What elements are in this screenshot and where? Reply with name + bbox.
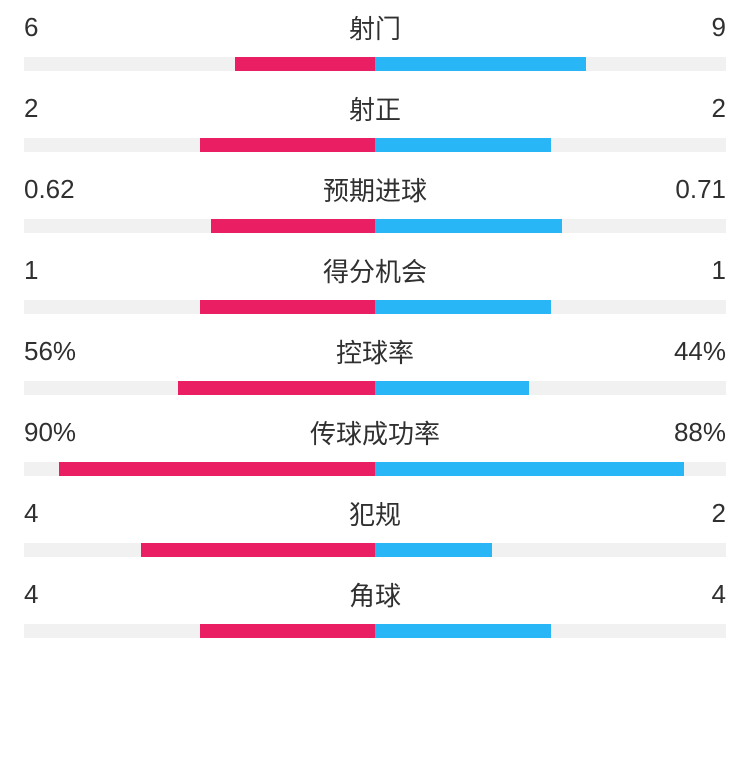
stat-label: 得分机会 (323, 252, 427, 289)
stat-bar-right-fill (375, 219, 562, 233)
stat-left-value: 4 (24, 579, 38, 610)
stat-label: 角球 (349, 576, 401, 613)
stat-bar-left-half (24, 300, 375, 314)
stat-bar-track (24, 219, 726, 233)
stat-right-value: 44% (674, 336, 726, 367)
stat-bar-track (24, 381, 726, 395)
stat-left-value: 4 (24, 498, 38, 529)
stat-bar-right-fill (375, 381, 529, 395)
stat-bar-left-fill (235, 57, 375, 71)
stat-left-value: 90% (24, 417, 76, 448)
stat-bar-left-fill (200, 624, 376, 638)
stat-bar-right-half (375, 138, 726, 152)
stat-right-value: 2 (712, 93, 726, 124)
stat-bar-left-fill (178, 381, 375, 395)
stat-label: 传球成功率 (310, 414, 440, 451)
stat-row: 0.62 预期进球 0.71 (24, 174, 726, 233)
stat-bar-right-fill (375, 138, 551, 152)
stat-left-value: 0.62 (24, 174, 75, 205)
stat-label: 射正 (349, 90, 401, 127)
stat-bar-left-half (24, 57, 375, 71)
stat-bar-right-half (375, 300, 726, 314)
stat-label: 犯规 (349, 495, 401, 532)
stat-left-value: 56% (24, 336, 76, 367)
stat-row: 56% 控球率 44% (24, 336, 726, 395)
stat-left-value: 2 (24, 93, 38, 124)
stat-bar-right-half (375, 219, 726, 233)
stat-right-value: 9 (712, 12, 726, 43)
stat-bar-track (24, 543, 726, 557)
stat-bar-right-half (375, 462, 726, 476)
stat-header: 56% 控球率 44% (24, 336, 726, 367)
stat-row: 4 角球 4 (24, 579, 726, 638)
stat-bar-right-half (375, 543, 726, 557)
stat-header: 4 角球 4 (24, 579, 726, 610)
stat-left-value: 1 (24, 255, 38, 286)
stat-bar-left-half (24, 138, 375, 152)
stat-row: 6 射门 9 (24, 12, 726, 71)
stat-header: 1 得分机会 1 (24, 255, 726, 286)
stat-right-value: 0.71 (675, 174, 726, 205)
stat-bar-left-fill (141, 543, 375, 557)
stat-bar-track (24, 138, 726, 152)
stat-label: 控球率 (336, 333, 414, 370)
stat-row: 1 得分机会 1 (24, 255, 726, 314)
stat-label: 射门 (349, 9, 401, 46)
stat-bar-left-fill (200, 138, 376, 152)
match-stats-container: 6 射门 9 2 射正 2 0.62 预期进球 0.71 1 得分机会 1 56% 控球率 44% 90% 传球… (24, 12, 726, 638)
stat-bar-right-fill (375, 462, 684, 476)
stat-bar-left-fill (211, 219, 375, 233)
stat-left-value: 6 (24, 12, 38, 43)
stat-right-value: 2 (712, 498, 726, 529)
stat-bar-right-fill (375, 624, 551, 638)
stat-bar-left-half (24, 624, 375, 638)
stat-row: 2 射正 2 (24, 93, 726, 152)
stat-bar-left-half (24, 219, 375, 233)
stat-bar-track (24, 624, 726, 638)
stat-right-value: 4 (712, 579, 726, 610)
stat-bar-track (24, 57, 726, 71)
stat-label: 预期进球 (323, 171, 427, 208)
stat-row: 4 犯规 2 (24, 498, 726, 557)
stat-bar-right-fill (375, 57, 586, 71)
stat-bar-right-half (375, 57, 726, 71)
stat-bar-track (24, 300, 726, 314)
stat-header: 4 犯规 2 (24, 498, 726, 529)
stat-bar-left-half (24, 381, 375, 395)
stat-bar-left-fill (200, 300, 376, 314)
stat-bar-left-half (24, 462, 375, 476)
stat-row: 90% 传球成功率 88% (24, 417, 726, 476)
stat-bar-right-fill (375, 300, 551, 314)
stat-bar-track (24, 462, 726, 476)
stat-bar-left-fill (59, 462, 375, 476)
stat-header: 0.62 预期进球 0.71 (24, 174, 726, 205)
stat-bar-right-fill (375, 543, 492, 557)
stat-bar-right-half (375, 624, 726, 638)
stat-header: 2 射正 2 (24, 93, 726, 124)
stat-right-value: 1 (712, 255, 726, 286)
stat-header: 90% 传球成功率 88% (24, 417, 726, 448)
stat-bar-right-half (375, 381, 726, 395)
stat-right-value: 88% (674, 417, 726, 448)
stat-header: 6 射门 9 (24, 12, 726, 43)
stat-bar-left-half (24, 543, 375, 557)
